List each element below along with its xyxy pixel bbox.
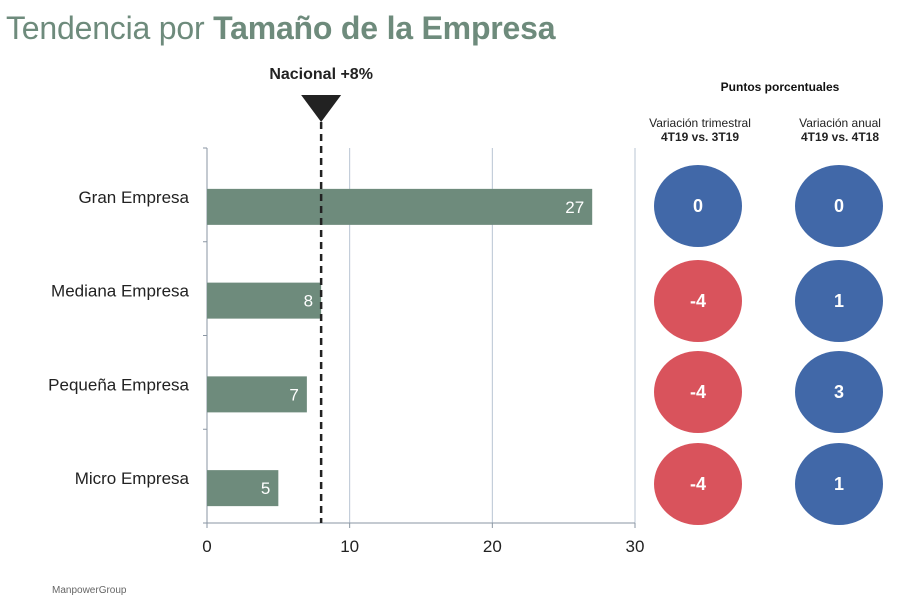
column-header-quarterly-sub: 4T19 vs. 3T19 [660,130,740,144]
bar-0 [207,188,593,225]
page-title: Tendencia por Tamaño de la Empresa [6,10,556,47]
bar-3 [207,470,279,507]
x-tick-label-3: 30 [626,537,645,556]
category-label-3: Micro Empresa [75,469,190,488]
footer-brand: ManpowerGroup [52,585,127,596]
circle-quarterly-0: 0 [654,165,742,247]
x-tick-label-1: 10 [340,537,359,556]
circle-annual-1: 1 [795,260,883,342]
reference-label: Nacional +8% [269,66,373,83]
bar-2 [207,376,307,413]
circle-annual-0: 0 [795,165,883,247]
title-light: Tendencia por [6,10,214,46]
column-header-quarterly: Variación trimestral 4T19 vs. 3T19 [630,116,770,144]
column-header-annual-sub: 4T19 vs. 4T18 [800,130,880,144]
data-label-1: 8 [304,292,313,311]
x-tick-label-2: 20 [483,537,502,556]
circle-quarterly-2: -4 [654,351,742,433]
reference-marker [301,95,342,122]
data-label-0: 27 [565,198,584,217]
bar-chart: 0 10 20 30 Gran Empresa 27 Mediana Empresa 8 Peq… [48,66,645,556]
column-header-annual-label: Variación anual [799,116,881,130]
circle-quarterly-1: -4 [654,260,742,342]
category-label-1: Mediana Empresa [51,282,190,301]
x-tick-label-0: 0 [202,537,211,556]
column-header-annual: Variación anual 4T19 vs. 4T18 [770,116,910,144]
data-label-2: 7 [289,385,298,404]
column-header-quarterly-label: Variación trimestral [649,116,751,130]
panel-title: Puntos porcentuales [720,80,840,94]
bar-1 [207,282,322,319]
title-bold: Tamaño de la Empresa [213,10,556,46]
circle-annual-2: 3 [795,351,883,433]
circle-annual-3: 1 [795,443,883,525]
data-label-3: 5 [261,479,270,498]
category-label-2: Pequeña Empresa [48,375,189,394]
category-label-0: Gran Empresa [78,188,189,207]
circle-quarterly-3: -4 [654,443,742,525]
